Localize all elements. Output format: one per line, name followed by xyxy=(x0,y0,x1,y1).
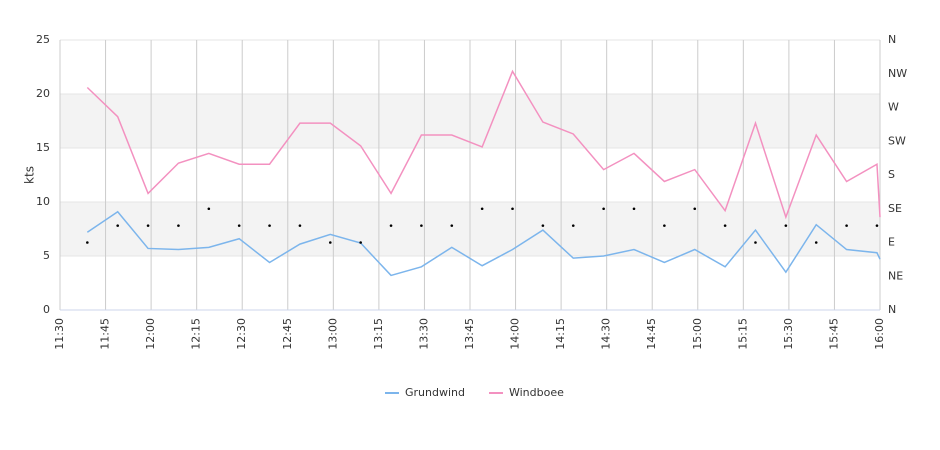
direction-dot xyxy=(814,241,818,244)
direction-dot xyxy=(420,224,423,227)
direction-dot xyxy=(328,241,332,244)
direction-dot xyxy=(389,224,393,227)
direction-dot xyxy=(298,224,302,227)
direction-dot xyxy=(723,224,727,227)
y-tick-label: 15 xyxy=(36,141,50,154)
x-tick-label: 15:00 xyxy=(691,318,704,350)
y-tick-label: 10 xyxy=(36,195,50,208)
x-tick-label: 14:30 xyxy=(600,318,613,350)
direction-dot xyxy=(541,224,545,227)
y-tick-label: 20 xyxy=(36,87,50,100)
direction-dot xyxy=(359,241,362,244)
direction-dot xyxy=(268,224,271,227)
x-tick-label: 13:00 xyxy=(326,318,339,350)
direction-dot xyxy=(784,224,788,227)
x-tick-label: 14:15 xyxy=(554,318,567,350)
x-tick-label: 12:00 xyxy=(144,318,157,350)
direction-dot xyxy=(754,241,757,244)
direction-dot xyxy=(207,207,211,211)
x-tick-label: 14:00 xyxy=(509,318,522,350)
y2-tick-label: SW xyxy=(888,134,906,147)
x-tick-label: 12:30 xyxy=(235,318,248,350)
series-line xyxy=(86,210,881,277)
x-tick-label: 13:30 xyxy=(417,318,430,350)
x-tick-label: 11:30 xyxy=(53,318,66,350)
direction-dot xyxy=(602,207,605,211)
direction-dot xyxy=(450,224,454,227)
legend-label: Windboee xyxy=(509,386,564,399)
x-tick-label: 15:15 xyxy=(736,318,749,350)
y-tick-label: 0 xyxy=(43,303,50,316)
y2-tick-label: NW xyxy=(888,67,907,80)
direction-dot xyxy=(237,224,241,227)
direction-dot xyxy=(511,207,514,211)
y2-tick-label: S xyxy=(888,168,895,181)
x-tick-label: 13:45 xyxy=(463,318,476,350)
direction-dot xyxy=(480,207,484,211)
direction-dot xyxy=(177,224,180,227)
x-tick-label: 11:45 xyxy=(99,318,112,350)
y2-tick-label: E xyxy=(888,236,895,249)
x-tick-label: 14:45 xyxy=(645,318,658,350)
direction-dot xyxy=(845,224,848,227)
y2-tick-label: W xyxy=(888,101,899,114)
series-line xyxy=(86,69,881,220)
y-tick-label: 5 xyxy=(43,249,50,262)
x-tick-label: 16:00 xyxy=(873,318,886,350)
legend-label: Grundwind xyxy=(405,386,465,399)
direction-dot xyxy=(571,224,575,227)
y2-tick-label: N xyxy=(888,33,896,46)
direction-dot xyxy=(663,224,666,227)
direction-dot xyxy=(116,224,120,227)
x-tick-label: 13:15 xyxy=(372,318,385,350)
x-tick-label: 15:30 xyxy=(782,318,795,350)
direction-dot xyxy=(632,207,636,211)
direction-dot xyxy=(146,224,150,227)
x-tick-label: 12:45 xyxy=(281,318,294,350)
y2-tick-label: SE xyxy=(888,202,902,215)
direction-dot xyxy=(86,241,89,244)
y-tick-label: 25 xyxy=(36,33,50,46)
x-tick-label: 15:45 xyxy=(827,318,840,350)
y-axis-label: kts xyxy=(23,166,37,184)
x-tick-label: 12:15 xyxy=(190,318,203,350)
y2-tick-label: N xyxy=(888,303,896,316)
direction-dot xyxy=(693,207,697,211)
y2-tick-label: NE xyxy=(888,269,903,282)
direction-dot xyxy=(875,224,879,227)
